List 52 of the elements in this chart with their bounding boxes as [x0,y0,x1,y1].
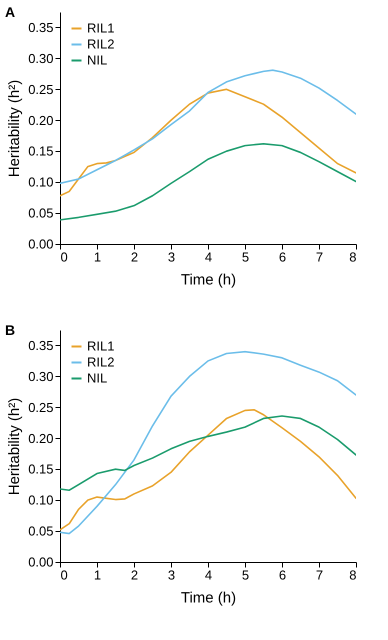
line-series [60,69,356,184]
y-axis-title: Heritability (h²) [6,80,24,178]
x-axis-title: Time (h) [180,590,236,606]
x-tick-label: 4 [204,568,212,582]
y-tick-label: 0.15 [28,462,54,477]
y-tick-label: 0.05 [28,206,54,221]
y-tick-label: 0.30 [28,368,54,384]
x-tick-label: 8 [349,568,356,582]
x-tick-label: 6 [278,568,286,582]
y-tick-label: 0.00 [28,554,54,570]
x-tick-label: 4 [204,250,212,264]
y-tick-label: 0.20 [28,430,54,446]
x-tick-label: 2 [130,568,138,582]
line-series [60,88,356,197]
legend-label: RIL2 [87,354,114,370]
x-tick-label: 7 [316,568,324,582]
y-tick-label: 0.10 [28,174,54,190]
line-series [60,415,356,492]
legend-label: NIL [87,52,108,68]
chart-title: B [5,322,16,338]
y-tick-label: 0.25 [28,82,54,97]
legend-label: RIL1 [87,338,114,354]
x-tick-label: 0 [60,250,68,264]
y-axis-title: Heritability (h²) [6,398,24,496]
y-tick-label: 0.35 [28,338,54,353]
y-tick-label: 0.00 [28,236,54,252]
y-tick-label: 0.15 [28,144,54,159]
legend-label: RIL1 [87,20,114,36]
y-tick-label: 0.35 [28,20,54,35]
x-tick-label: 3 [168,250,176,264]
y-tick-label: 0.10 [28,492,54,508]
chart-title: A [5,4,16,20]
line-series [60,409,356,531]
legend-label: NIL [87,370,108,386]
x-tick-label: 0 [60,568,68,582]
x-tick-label: 1 [94,250,102,264]
x-tick-label: 6 [278,250,286,264]
x-tick-label: 8 [349,250,356,264]
x-tick-label: 7 [316,250,324,264]
y-tick-label: 0.25 [28,400,54,415]
x-tick-label: 3 [168,568,176,582]
line-series [60,350,356,534]
line-series [60,142,356,221]
legend-label: RIL2 [87,36,114,52]
x-tick-label: 5 [242,568,250,582]
y-tick-label: 0.20 [28,112,54,128]
x-tick-label: 5 [242,250,250,264]
x-tick-label: 2 [130,250,138,264]
x-axis-title: Time (h) [180,272,236,288]
y-tick-label: 0.05 [28,524,54,539]
y-tick-label: 0.30 [28,50,54,66]
x-tick-label: 1 [94,568,102,582]
